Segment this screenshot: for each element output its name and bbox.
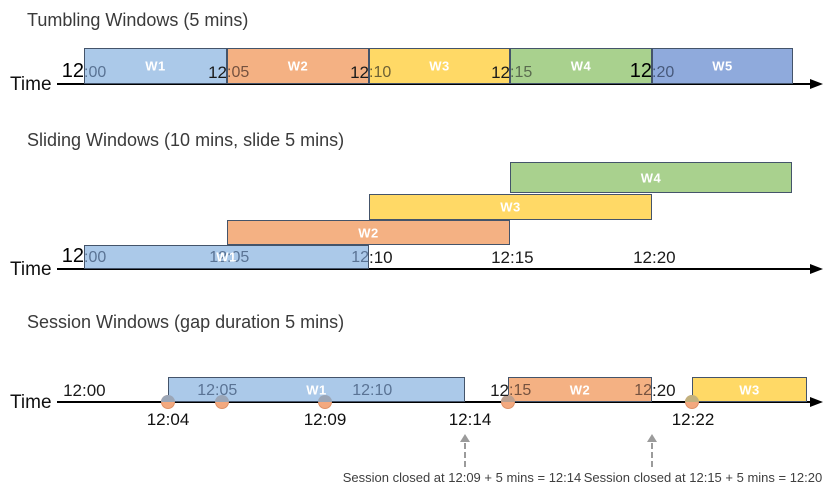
tick-minute-part: :00: [82, 381, 106, 400]
tick-minute-part: :05: [227, 64, 250, 81]
window-bar-tumbling-w5: [652, 48, 793, 84]
tick-minute-part: :00: [84, 64, 107, 81]
tick-minute-part: :10: [369, 64, 392, 81]
tick-hour-part: 12: [351, 249, 369, 266]
tick-minute-part: :15: [510, 64, 533, 81]
tick-hour-part: 12: [197, 382, 215, 399]
window-label: W2: [287, 58, 309, 74]
section-title-session: Session Windows (gap duration 5 mins): [27, 312, 345, 332]
window-bar-sliding-w4: [510, 162, 792, 193]
event-time-label: 12:22: [671, 410, 715, 429]
window-bar-tumbling-w4: [510, 48, 652, 84]
tick-minute-part: :05: [227, 249, 250, 266]
window-bar-session-w2: [508, 377, 652, 402]
time-axis-label: Time: [10, 392, 52, 413]
tick-hour-part: 12: [352, 382, 370, 399]
tick-hour-part: 12: [61, 245, 84, 267]
tick-hour-part: 12: [491, 63, 510, 82]
axis-arrowhead-icon: [810, 79, 823, 89]
window-bar-sliding-w1: [84, 245, 369, 269]
window-label: W3: [429, 58, 450, 74]
window-bar-sliding-w2: [227, 220, 510, 245]
window-bar-sliding-w3: [369, 194, 652, 220]
window-label: W3: [500, 199, 521, 215]
event-dot-ghost-top: [318, 395, 332, 402]
window-label: W2: [569, 382, 591, 397]
tick-minute-part: :20: [652, 248, 676, 267]
event-dot-ghost-top: [161, 395, 175, 402]
window-label: W2: [358, 225, 379, 240]
tick-hour-part: 12: [633, 248, 652, 267]
time-axis-label: Time: [10, 74, 52, 95]
tick-minute-part: :05: [215, 382, 238, 399]
tick-hour-part: 12: [350, 63, 369, 82]
callout-dashed-line: [651, 443, 653, 467]
window-bar-session-w3: [692, 377, 807, 402]
time-axis: [57, 83, 813, 85]
time-axis-label: Time: [10, 259, 52, 280]
window-label: W1: [216, 249, 237, 265]
event-time-label: 12:04: [146, 410, 190, 429]
tick-minute-part: :15: [510, 248, 534, 267]
tick-hour-part: 12: [61, 60, 84, 82]
tick-hour-part: 12: [209, 249, 227, 266]
tick-minute-part: :10: [370, 382, 393, 399]
window-label: W4: [570, 58, 592, 74]
tick-hour-part: 12: [208, 63, 227, 82]
tick-minute-part: :20: [652, 381, 676, 400]
tick-minute-part: :10: [369, 248, 393, 267]
tick-hour-part: 12: [629, 60, 652, 82]
tick-minute-part: :00: [84, 249, 107, 266]
callout-up-arrow-icon: [647, 434, 657, 442]
tick-hour-part: 12: [63, 381, 82, 400]
window-bar-tumbling-w3: [369, 48, 510, 84]
axis-arrowhead-icon: [810, 264, 823, 274]
tick-hour-part: 12: [634, 382, 652, 399]
callout-up-arrow-icon: [460, 434, 470, 442]
section-title-tumbling: Tumbling Windows (5 mins): [27, 10, 249, 30]
section-title-sliding: Sliding Windows (10 mins, slide 5 mins): [27, 130, 345, 150]
tick-hour-part: 12: [490, 381, 509, 400]
window-bar-tumbling-w1: [84, 48, 227, 84]
event-dot-ghost-top: [215, 395, 229, 402]
window-label: W1: [306, 382, 327, 397]
callout-dashed-line: [464, 443, 466, 467]
tick-minute-part: :15: [509, 382, 532, 399]
event-time-label: 12:09: [303, 410, 347, 429]
window-label: W3: [739, 382, 760, 397]
axis-arrowhead-icon: [810, 397, 823, 407]
time-axis: [57, 268, 813, 270]
window-label: W4: [640, 170, 662, 185]
window-bar-tumbling-w2: [227, 48, 369, 84]
tick-minute-part: :20: [652, 64, 675, 81]
time-axis: [57, 401, 813, 403]
event-dot-ghost-top: [685, 395, 699, 402]
session-closed-annotation: Session closed at 12:15 + 5 mins = 12:20: [583, 470, 823, 485]
event-time-label: 12:14: [448, 410, 492, 429]
event-dot-ghost-top: [501, 395, 515, 402]
session-closed-annotation: Session closed at 12:09 + 5 mins = 12:14: [342, 470, 582, 485]
tick-hour-part: 12: [491, 248, 510, 267]
window-label: W5: [712, 58, 733, 74]
window-label: W1: [145, 58, 166, 74]
